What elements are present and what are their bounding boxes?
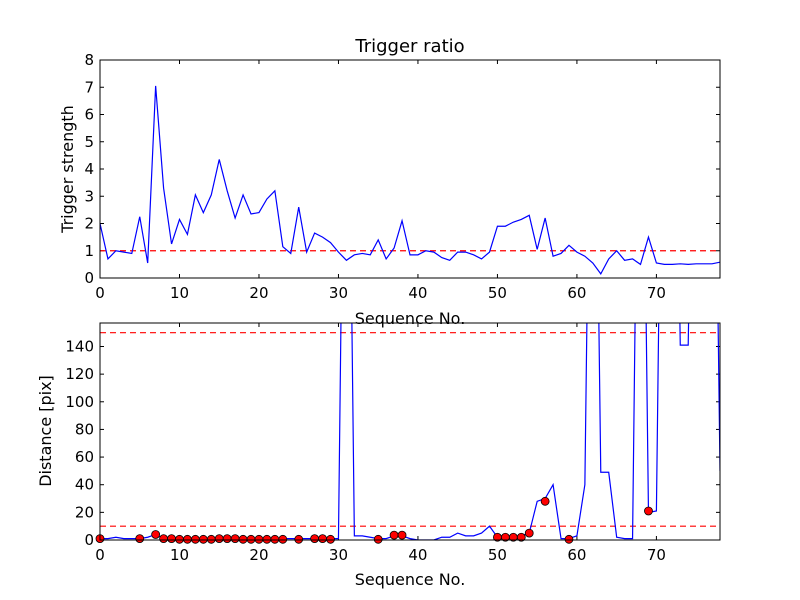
bottom-x-tick-label: 30 [329, 546, 348, 564]
top-panel: Trigger ratio 0 10 20 30 40 50 60 70 0 1 2 3 4 5 6 7 8 S… [58, 36, 721, 328]
bottom-plot-area [95, 323, 720, 544]
bottom-data-marker [270, 534, 280, 544]
bottom-data-marker [294, 534, 304, 544]
bottom-x-tick-label: 40 [408, 546, 427, 564]
bottom-x-axis-label: Sequence No. [355, 570, 466, 589]
bottom-data-marker [222, 534, 232, 544]
top-y-tick-label: 3 [84, 187, 94, 205]
bottom-y-tick-label: 20 [75, 503, 94, 521]
bottom-data-marker [159, 534, 168, 544]
top-axes-frame [99, 59, 721, 279]
bottom-data-marker [167, 534, 176, 544]
top-x-axis-label: Sequence No. [355, 309, 466, 328]
bottom-x-tick-label: 10 [170, 546, 189, 564]
bottom-data-marker [564, 534, 574, 544]
bottom-data-marker [310, 534, 320, 544]
bottom-data-marker [318, 534, 327, 544]
bottom-data-marker [644, 506, 653, 516]
bottom-y-tick-label: 100 [65, 393, 94, 411]
bottom-data-marker [175, 534, 184, 544]
bottom-data-marker [373, 534, 383, 544]
top-y-tick-label: 6 [84, 106, 94, 124]
top-x-tick-label: 10 [170, 284, 189, 302]
bottom-x-tick-label: 0 [95, 546, 105, 564]
top-y-tick-label: 0 [84, 269, 94, 287]
bottom-data-marker [540, 496, 550, 506]
bottom-data-marker [238, 534, 248, 544]
bottom-x-tick-label: 50 [488, 546, 507, 564]
top-x-tick-label: 50 [488, 284, 507, 302]
bottom-ticks: 0 10 20 30 40 50 60 70 0 20 40 60 80 100 120 140 [65, 323, 720, 564]
bottom-x-tick-label: 70 [647, 546, 666, 564]
bottom-x-tick-label: 60 [567, 546, 586, 564]
bottom-data-marker [135, 534, 145, 544]
bottom-data-marker [151, 530, 161, 539]
top-chart-title: Trigger ratio [354, 36, 464, 57]
top-y-tick-label: 1 [84, 242, 94, 260]
top-x-tick-label: 60 [567, 284, 586, 302]
top-y-tick-label: 4 [84, 160, 94, 178]
bottom-data-marker [397, 530, 407, 540]
bottom-data-marker [246, 534, 256, 544]
bottom-y-tick-label: 80 [75, 420, 94, 438]
top-y-tick-label: 2 [84, 215, 94, 233]
top-y-tick-label: 8 [84, 51, 94, 69]
top-plot-area [100, 85, 720, 276]
bottom-panel: 0 10 20 30 40 50 60 70 0 20 40 60 80 100 120 140 Sequen… [36, 322, 721, 589]
top-series-line [100, 85, 720, 276]
bottom-data-marker [516, 532, 526, 542]
bottom-data-marker [278, 534, 288, 544]
bottom-data-marker [206, 534, 216, 544]
bottom-x-tick-label: 20 [249, 546, 268, 564]
bottom-data-marker [524, 528, 534, 538]
bottom-data-marker [326, 534, 335, 544]
top-ticks: 0 10 20 30 40 50 60 70 0 1 2 3 4 5 6 7 8 [84, 51, 720, 302]
bottom-data-marker [254, 534, 264, 544]
top-x-tick-label: 70 [647, 284, 666, 302]
bottom-data-marker [183, 534, 192, 544]
bottom-data-marker [190, 534, 200, 544]
top-x-tick-label: 30 [329, 284, 348, 302]
bottom-y-axis-label: Distance [pix] [36, 375, 55, 487]
bottom-data-marker [389, 530, 399, 540]
bottom-y-tick-label: 0 [84, 531, 94, 549]
top-x-tick-label: 20 [249, 284, 268, 302]
top-x-tick-label: 0 [95, 284, 105, 302]
bottom-y-tick-label: 140 [65, 337, 94, 355]
top-y-tick-label: 7 [84, 78, 94, 96]
bottom-axes-frame [99, 322, 721, 541]
bottom-y-tick-label: 120 [65, 365, 94, 383]
bottom-y-tick-label: 40 [75, 476, 94, 494]
bottom-y-tick-label: 60 [75, 448, 94, 466]
bottom-data-marker [198, 534, 208, 544]
bottom-data-marker [214, 534, 224, 544]
bottom-data-marker [230, 534, 240, 544]
bottom-data-marker [262, 534, 272, 544]
top-y-tick-label: 5 [84, 133, 94, 151]
top-x-tick-label: 40 [408, 284, 427, 302]
top-y-axis-label: Trigger strength [58, 105, 77, 234]
